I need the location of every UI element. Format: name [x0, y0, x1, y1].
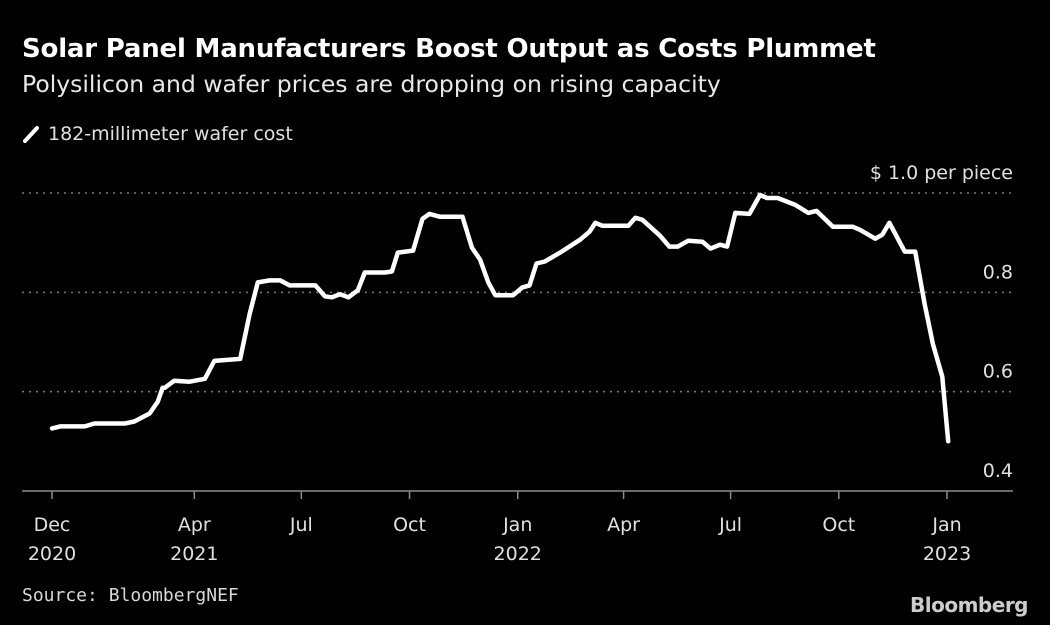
- source-note: Source: BloombergNEF: [22, 585, 239, 606]
- x-tick-label: Jan: [931, 514, 961, 536]
- x-tick-year-label: 2021: [170, 543, 218, 565]
- legend: 182-millimeter wafer cost: [22, 123, 293, 145]
- x-tick-label: Jan: [502, 514, 532, 536]
- chart-title: Solar Panel Manufacturers Boost Output a…: [22, 34, 876, 64]
- x-tick-label: Jul: [718, 514, 742, 536]
- bloomberg-logo: Bloomberg: [910, 593, 1028, 617]
- series-line-wafer-cost: [49, 192, 951, 444]
- x-tick-label: Oct: [822, 514, 855, 536]
- legend-line-icon: [23, 126, 39, 143]
- y-tick-label: $ 1.0 per piece: [870, 162, 1013, 184]
- y-tick-label: 0.8: [983, 261, 1013, 283]
- x-tick-label: Apr: [607, 514, 640, 536]
- y-tick-label: 0.4: [983, 460, 1013, 482]
- x-tick-year-label: 2023: [923, 543, 971, 565]
- y-tick-label: 0.6: [983, 361, 1013, 383]
- x-tick-label: Apr: [178, 514, 211, 536]
- x-tick-label: Jul: [289, 514, 313, 536]
- x-tick-label: Dec: [34, 514, 71, 536]
- x-tick-year-label: 2022: [494, 543, 542, 565]
- chart-subtitle: Polysilicon and wafer prices are droppin…: [22, 70, 721, 98]
- x-tick-year-label: 2020: [28, 543, 76, 565]
- x-tick-label: Oct: [393, 514, 426, 536]
- legend-label: 182-millimeter wafer cost: [48, 123, 293, 145]
